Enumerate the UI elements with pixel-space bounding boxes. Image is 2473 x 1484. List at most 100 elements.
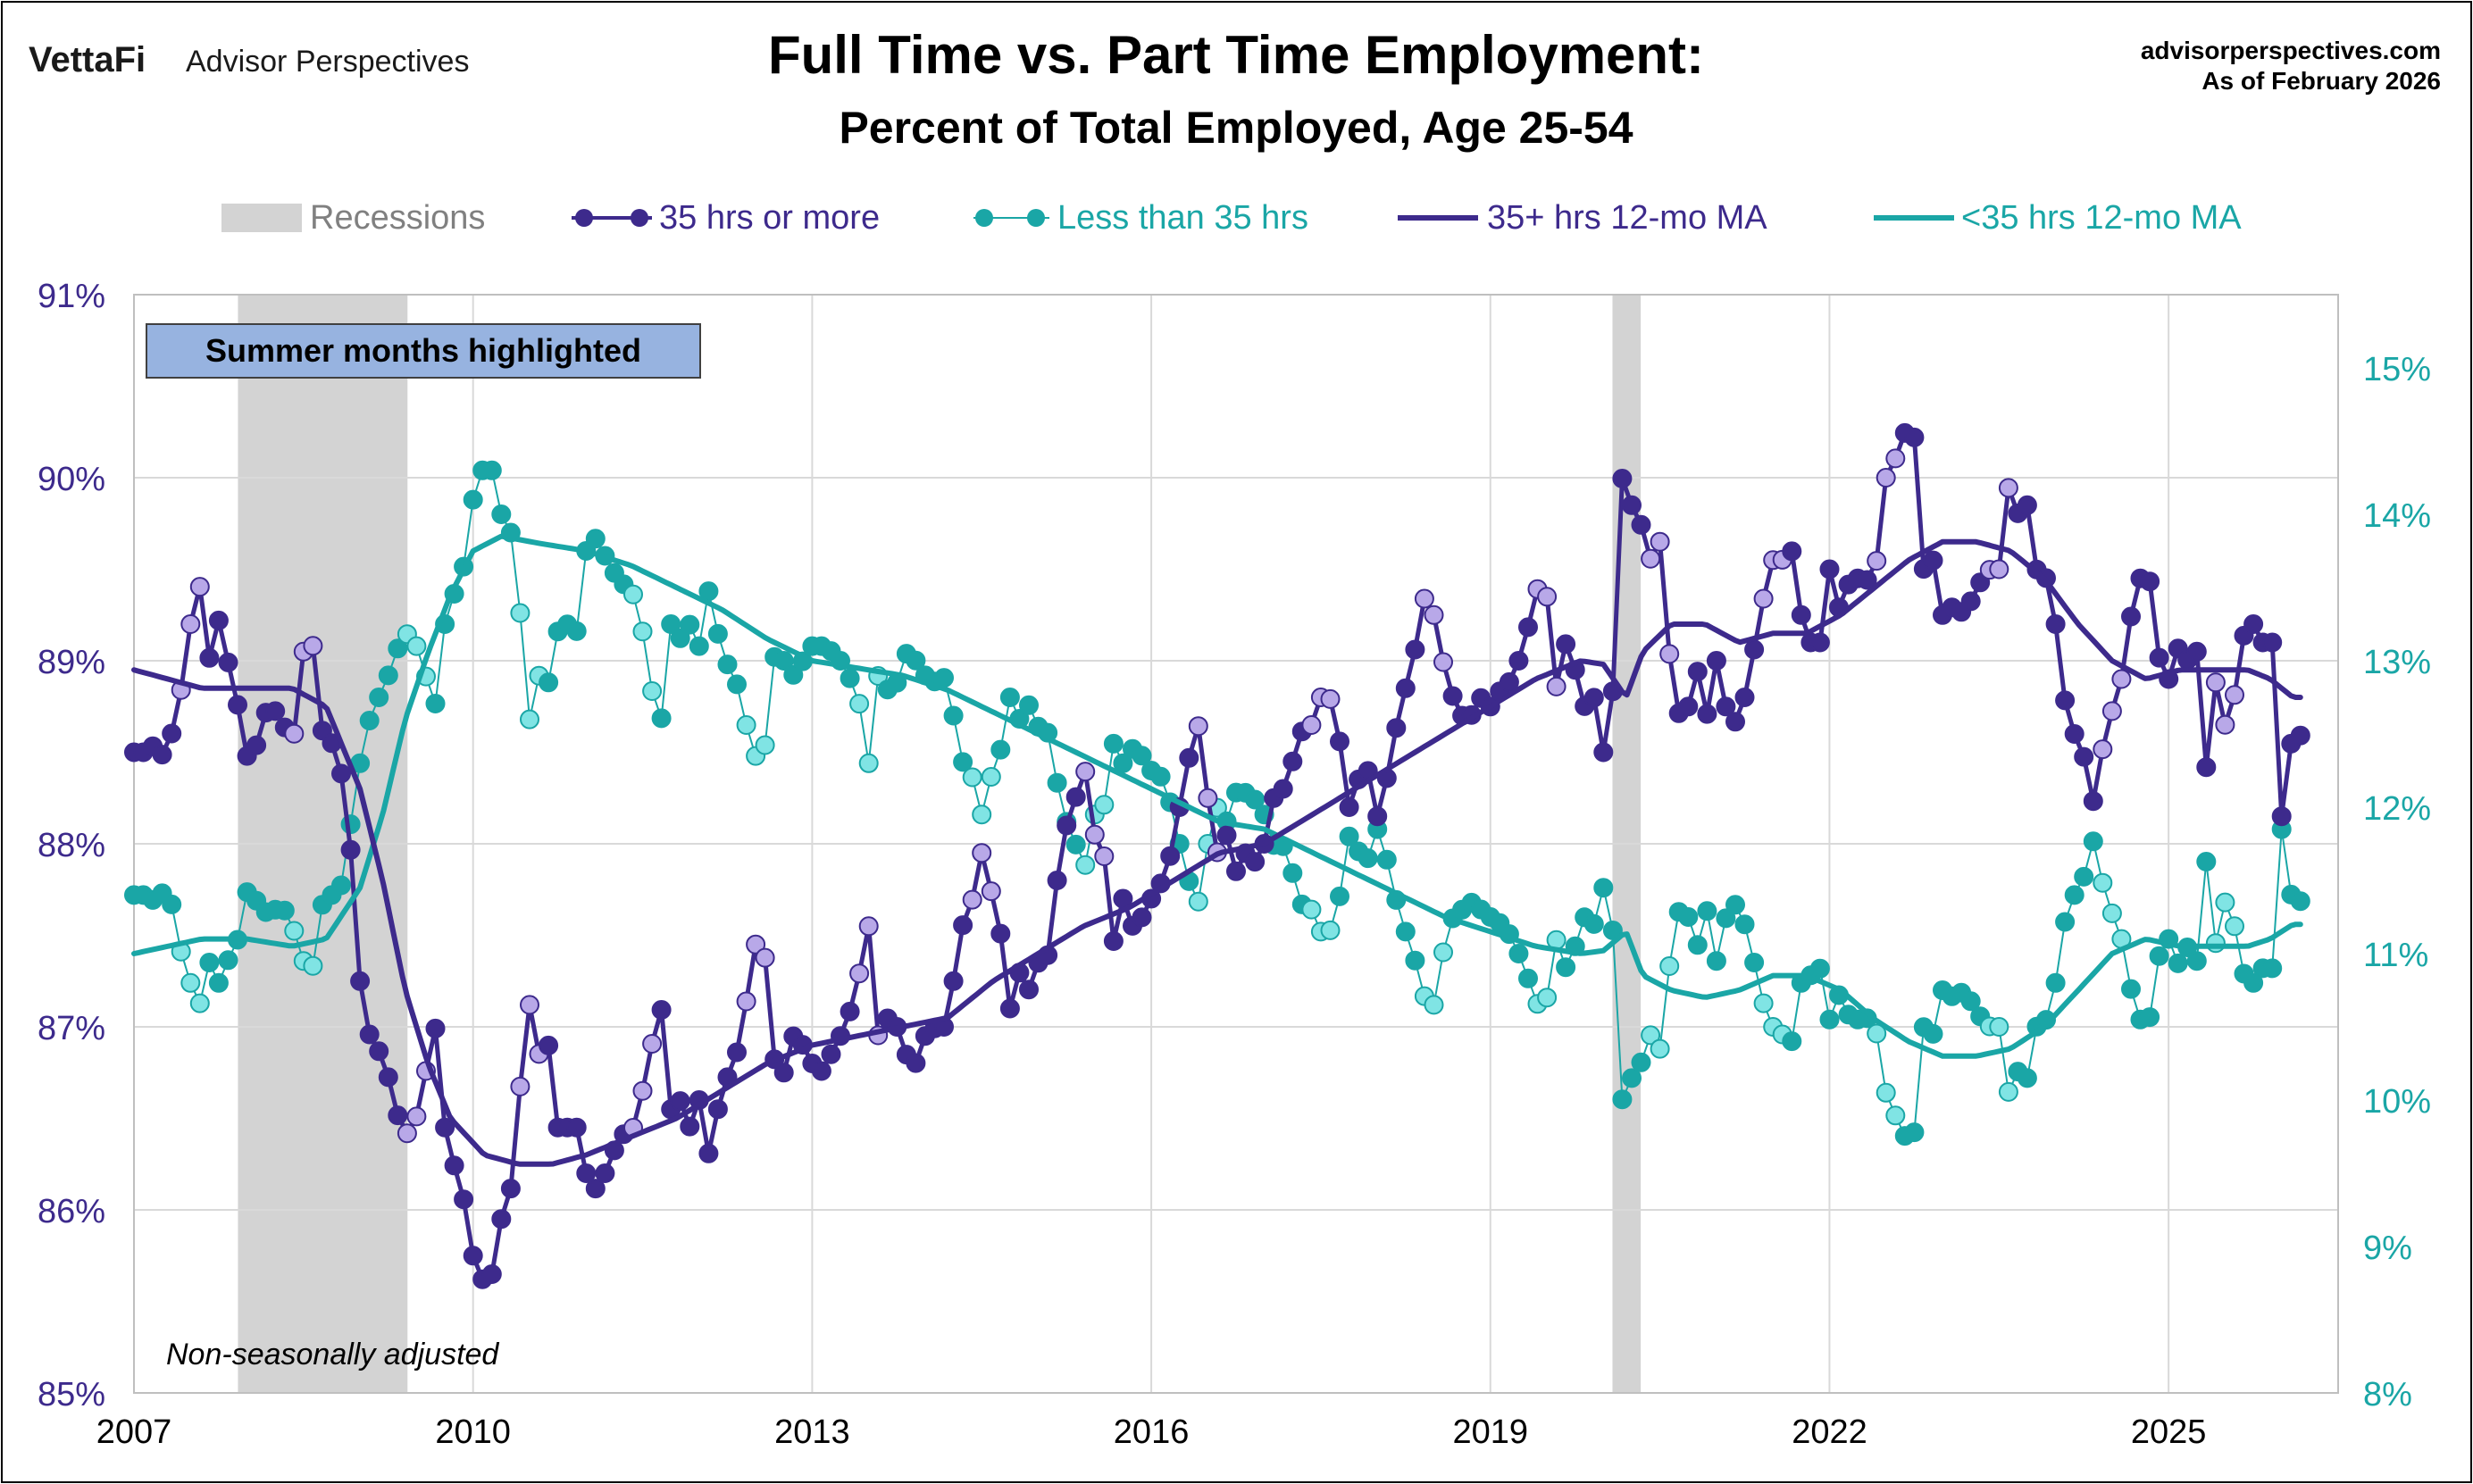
pt-point xyxy=(1395,921,1416,942)
pt-point xyxy=(425,694,446,713)
ft-point xyxy=(2186,641,2207,662)
ft-point xyxy=(1282,751,1303,771)
pt-point xyxy=(1809,958,1830,979)
ft-point xyxy=(369,1041,389,1062)
ft-point xyxy=(953,915,973,936)
pt-point xyxy=(2186,951,2207,971)
ft-point xyxy=(2262,632,2283,653)
ft-point xyxy=(840,1001,860,1021)
ft-point xyxy=(218,652,238,672)
pt-point xyxy=(953,752,973,772)
ft-point xyxy=(632,1080,653,1101)
plot-area xyxy=(133,294,2339,1394)
pt-point xyxy=(1876,1082,1896,1103)
ft-point xyxy=(1103,931,1124,951)
brand-logo: VettaFi xyxy=(29,40,146,79)
ft-point xyxy=(1301,715,1322,735)
brand-name: Advisor Perspectives xyxy=(186,45,469,79)
pt-point xyxy=(189,993,210,1013)
ft-point xyxy=(811,1061,831,1081)
pt-point xyxy=(990,739,1011,760)
pt-point xyxy=(1716,908,1736,929)
legend-ft-marker-left xyxy=(575,209,593,227)
series-35-hrs-or-more xyxy=(124,422,2310,1289)
ft-point xyxy=(2055,690,2076,711)
ft-point xyxy=(284,723,305,744)
ft-point xyxy=(491,1209,512,1230)
ft-point xyxy=(746,934,766,955)
pt-point xyxy=(2149,946,2169,966)
ft-point xyxy=(566,1117,587,1138)
legend-recessions-label: Recessions xyxy=(310,199,485,237)
y-right-tick-label: 8% xyxy=(2363,1376,2412,1413)
ft-point xyxy=(1047,871,1067,890)
ft-point xyxy=(1179,747,1199,768)
ft-point xyxy=(1216,825,1237,846)
pt-point xyxy=(906,650,926,671)
x-tick-label: 2022 xyxy=(1792,1413,1867,1451)
legend-pt-marker-right xyxy=(1027,209,1045,227)
pt-point xyxy=(2045,972,2066,993)
pt-point xyxy=(1188,891,1208,912)
x-tick-label: 2010 xyxy=(435,1413,511,1451)
pt-point xyxy=(1697,901,1717,921)
pt-point xyxy=(1518,968,1538,988)
ft-point xyxy=(1320,688,1341,709)
ft-point xyxy=(1622,495,1642,515)
pt-ma-line xyxy=(131,533,2303,1059)
pt-point xyxy=(274,900,295,921)
ft-point xyxy=(1442,686,1463,706)
ft-point xyxy=(350,971,371,991)
ft-point xyxy=(1631,514,1651,535)
ft-point xyxy=(1867,551,1887,571)
pt-point xyxy=(2290,891,2310,912)
ft-point xyxy=(1612,469,1633,488)
pt-point xyxy=(1075,855,1096,875)
pt-point xyxy=(2036,1010,2056,1030)
legend: Recessions 35 hrs or more Less than 35 h… xyxy=(221,199,2242,237)
ft-point xyxy=(1697,704,1717,724)
ft-point xyxy=(1904,427,1925,447)
ft-point xyxy=(2074,746,2094,767)
pt-point xyxy=(2055,912,2076,932)
pt-point xyxy=(1065,834,1086,855)
ft-point xyxy=(972,843,992,863)
ft-point xyxy=(943,971,964,991)
ft-point xyxy=(1065,787,1086,807)
pt-point xyxy=(651,708,672,729)
pt-point xyxy=(1989,1017,2009,1037)
pt-point xyxy=(1753,993,1774,1013)
pt-point xyxy=(783,664,804,685)
pt-point xyxy=(481,460,502,480)
ft-point xyxy=(1424,604,1444,625)
ft-point xyxy=(2101,701,2122,721)
pt-point xyxy=(1339,826,1359,846)
pt-point xyxy=(2074,866,2094,887)
pt-point xyxy=(1641,1025,1661,1046)
ft-point xyxy=(425,1018,446,1038)
ft-point xyxy=(228,695,247,715)
pt-point xyxy=(406,636,427,656)
pt-point xyxy=(2101,903,2122,923)
ft-point xyxy=(585,1179,606,1199)
pt-point xyxy=(1132,746,1152,766)
ft-point xyxy=(1753,588,1774,609)
ft-point xyxy=(2045,614,2066,634)
ft-point xyxy=(755,947,775,968)
ft-point xyxy=(2205,672,2226,693)
ft-point xyxy=(1791,604,1811,625)
y-left-tick-label: 89% xyxy=(38,644,105,681)
ft-point xyxy=(2111,669,2132,689)
pt-point xyxy=(2262,958,2283,979)
pt-point xyxy=(858,753,879,773)
axes: 85% 86% 87% 88% 89% 90% 91% 8% 9% 10% 11% 12% 13% 14%… xyxy=(38,278,2431,1451)
ft-point xyxy=(189,577,210,597)
pt-point xyxy=(2225,916,2244,937)
x-tick-label: 2016 xyxy=(1114,1413,1190,1451)
ft-point xyxy=(1583,688,1604,708)
pt-point xyxy=(1583,913,1604,934)
ft-point xyxy=(1405,639,1425,660)
y-right-tick-label: 11% xyxy=(2363,937,2428,974)
pt-point xyxy=(510,603,531,623)
